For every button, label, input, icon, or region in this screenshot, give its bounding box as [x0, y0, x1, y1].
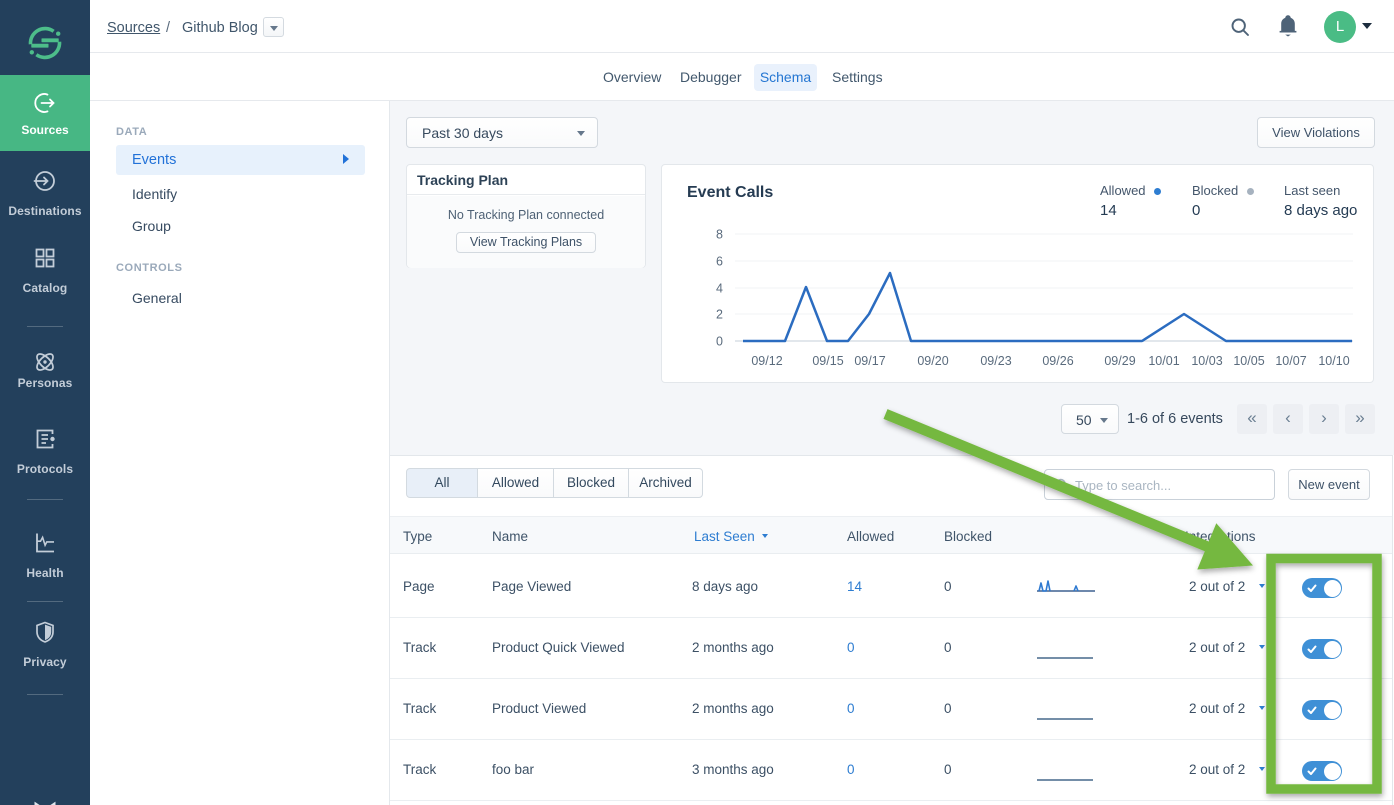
- svg-text:09/12: 09/12: [751, 354, 782, 368]
- svg-text:4: 4: [716, 282, 723, 296]
- svg-text:10/03: 10/03: [1191, 354, 1222, 368]
- svg-text:09/15: 09/15: [812, 354, 843, 368]
- svg-text:09/23: 09/23: [980, 354, 1011, 368]
- svg-text:0: 0: [716, 335, 723, 349]
- svg-text:10/10: 10/10: [1318, 354, 1349, 368]
- svg-text:2: 2: [716, 308, 723, 322]
- svg-text:8: 8: [716, 228, 723, 242]
- svg-text:09/17: 09/17: [854, 354, 885, 368]
- svg-text:10/05: 10/05: [1233, 354, 1264, 368]
- svg-text:09/26: 09/26: [1042, 354, 1073, 368]
- svg-text:09/20: 09/20: [917, 354, 948, 368]
- svg-text:09/29: 09/29: [1104, 354, 1135, 368]
- svg-text:10/01: 10/01: [1148, 354, 1179, 368]
- svg-text:10/07: 10/07: [1275, 354, 1306, 368]
- svg-text:6: 6: [716, 255, 723, 269]
